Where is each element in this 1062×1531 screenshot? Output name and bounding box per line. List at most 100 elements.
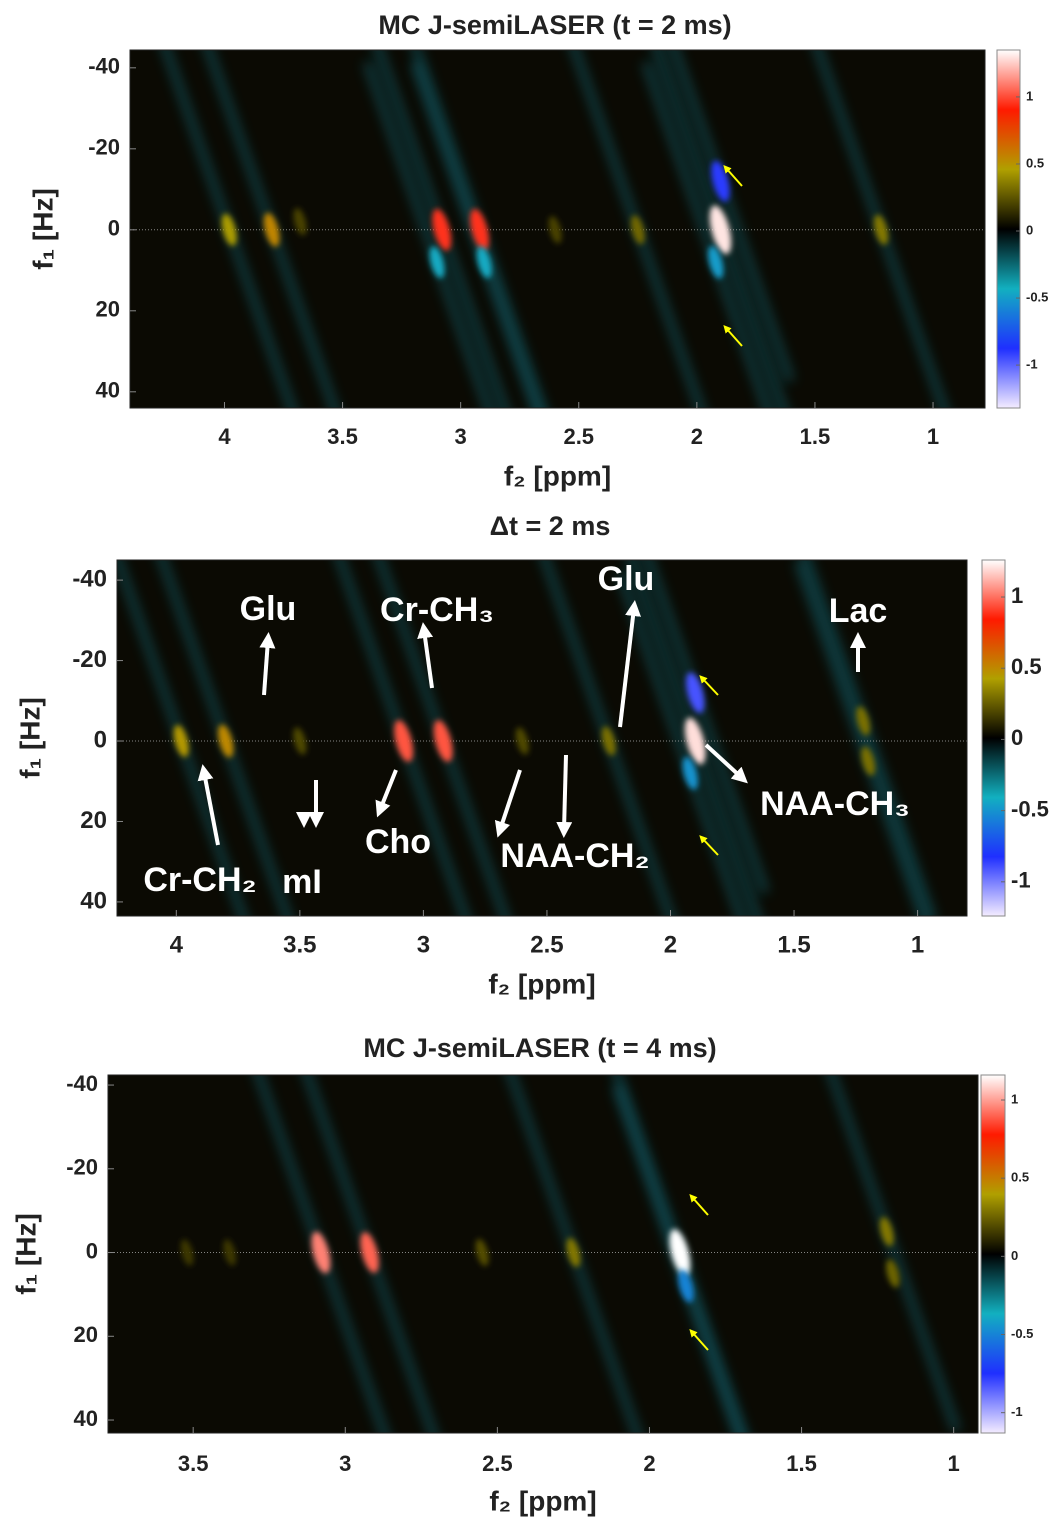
annotation-arrow: [375, 769, 398, 818]
x-tick-label: 4: [170, 931, 184, 958]
annotation-arrow: [259, 632, 276, 696]
x-axis-label: f₂ [ppm]: [504, 460, 611, 491]
annotation: Glu: [598, 560, 655, 598]
y-tick-label: 20: [96, 297, 120, 322]
colorbar-tick-label: 0.5: [1026, 155, 1044, 170]
annotation-arrow: [618, 600, 642, 728]
y-tick-label: 40: [80, 887, 107, 914]
colorbar-tick-label: -1: [1011, 868, 1031, 893]
colorbar-tick-label: 0: [1026, 222, 1033, 237]
y-tick-label: 0: [94, 726, 107, 753]
peak: [711, 160, 730, 202]
x-axis-label: f₂ [ppm]: [489, 1485, 596, 1516]
y-tick-label: -40: [72, 565, 107, 592]
peak: [601, 726, 616, 756]
annotation: Lac: [829, 592, 888, 630]
annotation: mI: [282, 863, 322, 901]
peak: [709, 205, 732, 255]
x-tick-label: 3.5: [283, 931, 316, 958]
colorbar-tick-label: 0.5: [1011, 1170, 1029, 1185]
plot-frame: [107, 1074, 979, 1434]
colorbar-tick-label: 1: [1011, 1091, 1018, 1106]
y-tick-label: -40: [88, 54, 120, 79]
peak: [293, 727, 307, 755]
x-tick-label: 4: [218, 424, 231, 449]
annotation-arrow: [494, 769, 522, 838]
peak: [221, 213, 237, 246]
plot-frame: [116, 559, 968, 917]
peak: [218, 724, 234, 758]
peak: [669, 1229, 691, 1276]
x-tick-label: 1.5: [777, 931, 810, 958]
y-tick-label: -20: [72, 646, 107, 673]
peak: [682, 756, 698, 790]
colorbar-tick-label: -0.5: [1026, 289, 1048, 304]
annotation: Glu: [240, 590, 297, 628]
x-tick-label: 3.5: [178, 1451, 209, 1476]
peak: [856, 706, 871, 736]
colorbar-tick-label: 0: [1011, 1248, 1018, 1263]
x-tick-label: 3.5: [327, 424, 358, 449]
plot-content: [117, 560, 967, 916]
x-tick-label: 1: [927, 424, 939, 449]
colorbar-tick-label: -0.5: [1011, 796, 1049, 821]
plot-content: [130, 50, 985, 408]
annotation-arrow: [197, 764, 220, 846]
marker-arrow: [699, 675, 719, 696]
chart-title: MC J-semiLASER (t = 2 ms): [378, 10, 731, 40]
annotation-arrow: [704, 743, 748, 784]
y-axis-label: f₁ [Hz]: [14, 697, 45, 779]
plot-area: [108, 1075, 978, 1433]
colorbar-tick-label: 1: [1026, 88, 1033, 103]
colorbar-tick-label: 0: [1011, 725, 1023, 750]
peak: [685, 672, 705, 714]
colorbar-tick-label: -1: [1011, 1404, 1023, 1419]
annotation-arrow: [417, 622, 434, 689]
peak: [678, 1269, 694, 1303]
plot-frame: [129, 49, 986, 409]
plot-content: [108, 1075, 978, 1433]
annotation: Cr-CH₂: [143, 861, 256, 899]
x-tick-label: 1: [948, 1451, 960, 1476]
y-tick-label: 40: [74, 1406, 98, 1431]
y-tick-label: 0: [86, 1238, 98, 1263]
peak: [886, 1259, 900, 1288]
peak: [861, 746, 876, 776]
x-tick-label: 2: [664, 931, 677, 958]
x-tick-label: 2.5: [482, 1451, 513, 1476]
peak: [429, 246, 445, 279]
y-axis-label: f₁ [Hz]: [10, 1213, 41, 1295]
marker-arrow: [689, 1329, 709, 1351]
peak: [173, 724, 189, 758]
annotation: NAA-CH₃: [760, 785, 910, 823]
chart-title: MC J-semiLASER (t = 4 ms): [363, 1033, 716, 1063]
annotation-arrow: [556, 754, 573, 838]
colorbar: [996, 49, 1021, 409]
y-tick-label: -40: [66, 1071, 98, 1096]
y-tick-label: 20: [74, 1322, 98, 1347]
marker-arrow: [723, 325, 743, 347]
peak: [873, 214, 889, 245]
peak: [684, 717, 706, 765]
peak: [515, 727, 529, 755]
y-tick-label: -20: [88, 135, 120, 160]
x-tick-label: 2.5: [530, 931, 563, 958]
annotation: NAA-CH₂: [500, 837, 649, 875]
peak: [433, 720, 453, 762]
x-tick-label: 1.5: [786, 1451, 817, 1476]
y-axis-label: f₁ [Hz]: [27, 188, 58, 270]
peak: [360, 1232, 379, 1273]
peak: [180, 1239, 194, 1266]
x-tick-label: 1.5: [800, 424, 831, 449]
peak: [432, 208, 452, 251]
x-tick-label: 2: [691, 424, 703, 449]
peak: [311, 1231, 331, 1274]
y-tick-label: 0: [108, 216, 120, 241]
peak: [394, 720, 414, 762]
peak: [293, 208, 307, 236]
peak: [223, 1239, 236, 1266]
x-tick-label: 1: [911, 931, 924, 958]
marker-arrow: [689, 1194, 709, 1216]
colorbar: [980, 1074, 1006, 1434]
